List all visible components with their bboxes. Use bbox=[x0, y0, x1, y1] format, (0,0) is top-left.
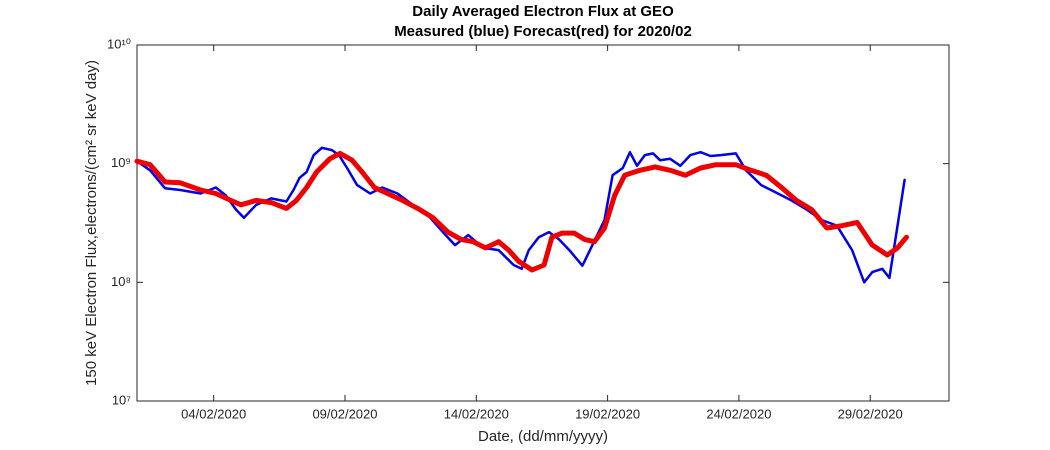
y-tick-label: 10⁸ bbox=[111, 274, 131, 289]
x-tick-label: 29/02/2020 bbox=[838, 406, 903, 421]
y-tick-label: 10⁷ bbox=[112, 392, 131, 407]
y-axis-label: 150 keV Electron Flux,electrons/(cm² sr … bbox=[83, 60, 100, 386]
y-tick-label: 10¹⁰ bbox=[107, 36, 131, 51]
series-line bbox=[134, 150, 909, 273]
x-tick-label: 24/02/2020 bbox=[706, 406, 771, 421]
x-axis-label: Date, (dd/mm/yyyy) bbox=[478, 428, 608, 445]
x-tick-label: 09/02/2020 bbox=[312, 406, 377, 421]
x-tick-label: 04/02/2020 bbox=[181, 406, 246, 421]
x-tick-label: 14/02/2020 bbox=[444, 406, 509, 421]
plot-frame bbox=[136, 44, 950, 402]
series-line bbox=[135, 146, 906, 284]
x-tick-label: 19/02/2020 bbox=[575, 406, 640, 421]
chart-title: Daily Averaged Electron Flux at GEO bbox=[412, 3, 674, 20]
chart-subtitle: Measured (blue) Forecast(red) for 2020/0… bbox=[394, 23, 692, 40]
y-tick-label: 10⁹ bbox=[111, 155, 131, 170]
